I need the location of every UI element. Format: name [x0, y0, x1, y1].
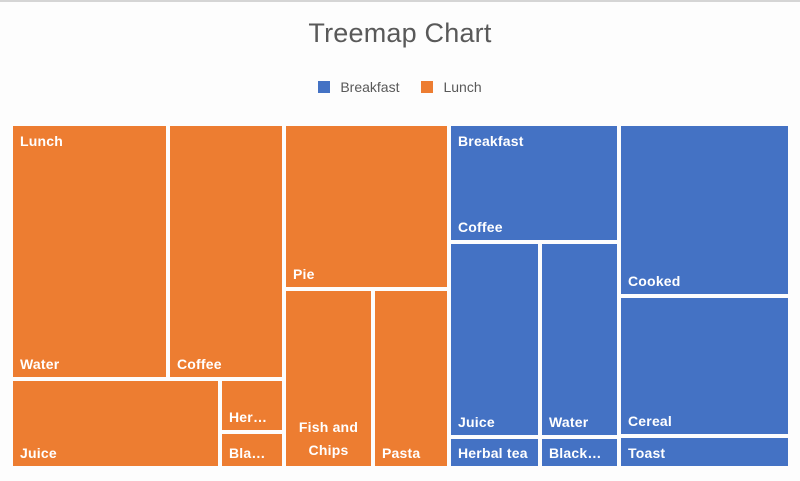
cell-label: Black… [549, 445, 602, 461]
group-label-lunch: Lunch [20, 133, 63, 149]
cell-label: Her… [229, 409, 268, 425]
treemap-cell-breakfast-water[interactable]: Water [542, 244, 617, 435]
cell-label: Toast [628, 445, 666, 461]
cell-label: Pasta [382, 445, 421, 461]
cell-label: Coffee [458, 219, 503, 235]
treemap-cell-lunch-herbal[interactable]: Her… [222, 381, 282, 430]
cell-label: Fish and Chips [298, 419, 359, 458]
treemap-cell-breakfast-herbal-tea[interactable]: Herbal tea [451, 439, 538, 466]
legend-label: Lunch [443, 79, 482, 95]
cell-label: Bla… [229, 445, 266, 461]
cell-label: Cereal [628, 413, 673, 429]
cell-label: Juice [20, 445, 57, 461]
legend-label: Breakfast [340, 79, 400, 95]
cell-label: Water [20, 356, 60, 372]
treemap-cell-lunch-pie[interactable]: Pie [286, 126, 447, 287]
treemap-cell-lunch-black[interactable]: Bla… [222, 434, 282, 466]
treemap-cell-lunch-juice[interactable]: Juice [13, 381, 218, 466]
cell-label: Coffee [177, 356, 222, 372]
legend-item-breakfast[interactable]: Breakfast [318, 79, 399, 95]
treemap-cell-breakfast-juice[interactable]: Juice [451, 244, 538, 435]
treemap-cell-breakfast-cooked[interactable]: Cooked [621, 126, 788, 294]
cell-label: Juice [458, 414, 495, 430]
lunch-swatch-icon [421, 81, 434, 93]
group-label-breakfast: Breakfast [458, 133, 524, 149]
cell-label: Herbal tea [458, 445, 528, 461]
treemap-plot-area: Lunch Water Coffee Juice Her… Bla… Pie F… [13, 126, 788, 466]
chart-title: Treemap Chart [308, 18, 492, 48]
cell-label: Water [549, 414, 589, 430]
treemap-cell-breakfast-toast[interactable]: Toast [621, 438, 788, 466]
treemap-cell-breakfast-black[interactable]: Black… [542, 439, 617, 466]
treemap-cell-lunch-pasta[interactable]: Pasta [375, 291, 447, 466]
treemap-cell-lunch-coffee[interactable]: Coffee [170, 126, 282, 377]
treemap-cell-breakfast-coffee[interactable]: Breakfast Coffee [451, 126, 617, 240]
cell-label: Pie [293, 266, 315, 282]
legend-item-lunch[interactable]: Lunch [421, 79, 482, 95]
legend: Breakfast Lunch [0, 79, 800, 95]
cell-label: Cooked [628, 273, 681, 289]
treemap-cell-lunch-fish-and-chips[interactable]: Fish and Chips [286, 291, 371, 466]
treemap-cell-breakfast-cereal[interactable]: Cereal [621, 298, 788, 434]
treemap-cell-lunch-water[interactable]: Lunch Water [13, 126, 166, 377]
breakfast-swatch-icon [318, 81, 331, 93]
